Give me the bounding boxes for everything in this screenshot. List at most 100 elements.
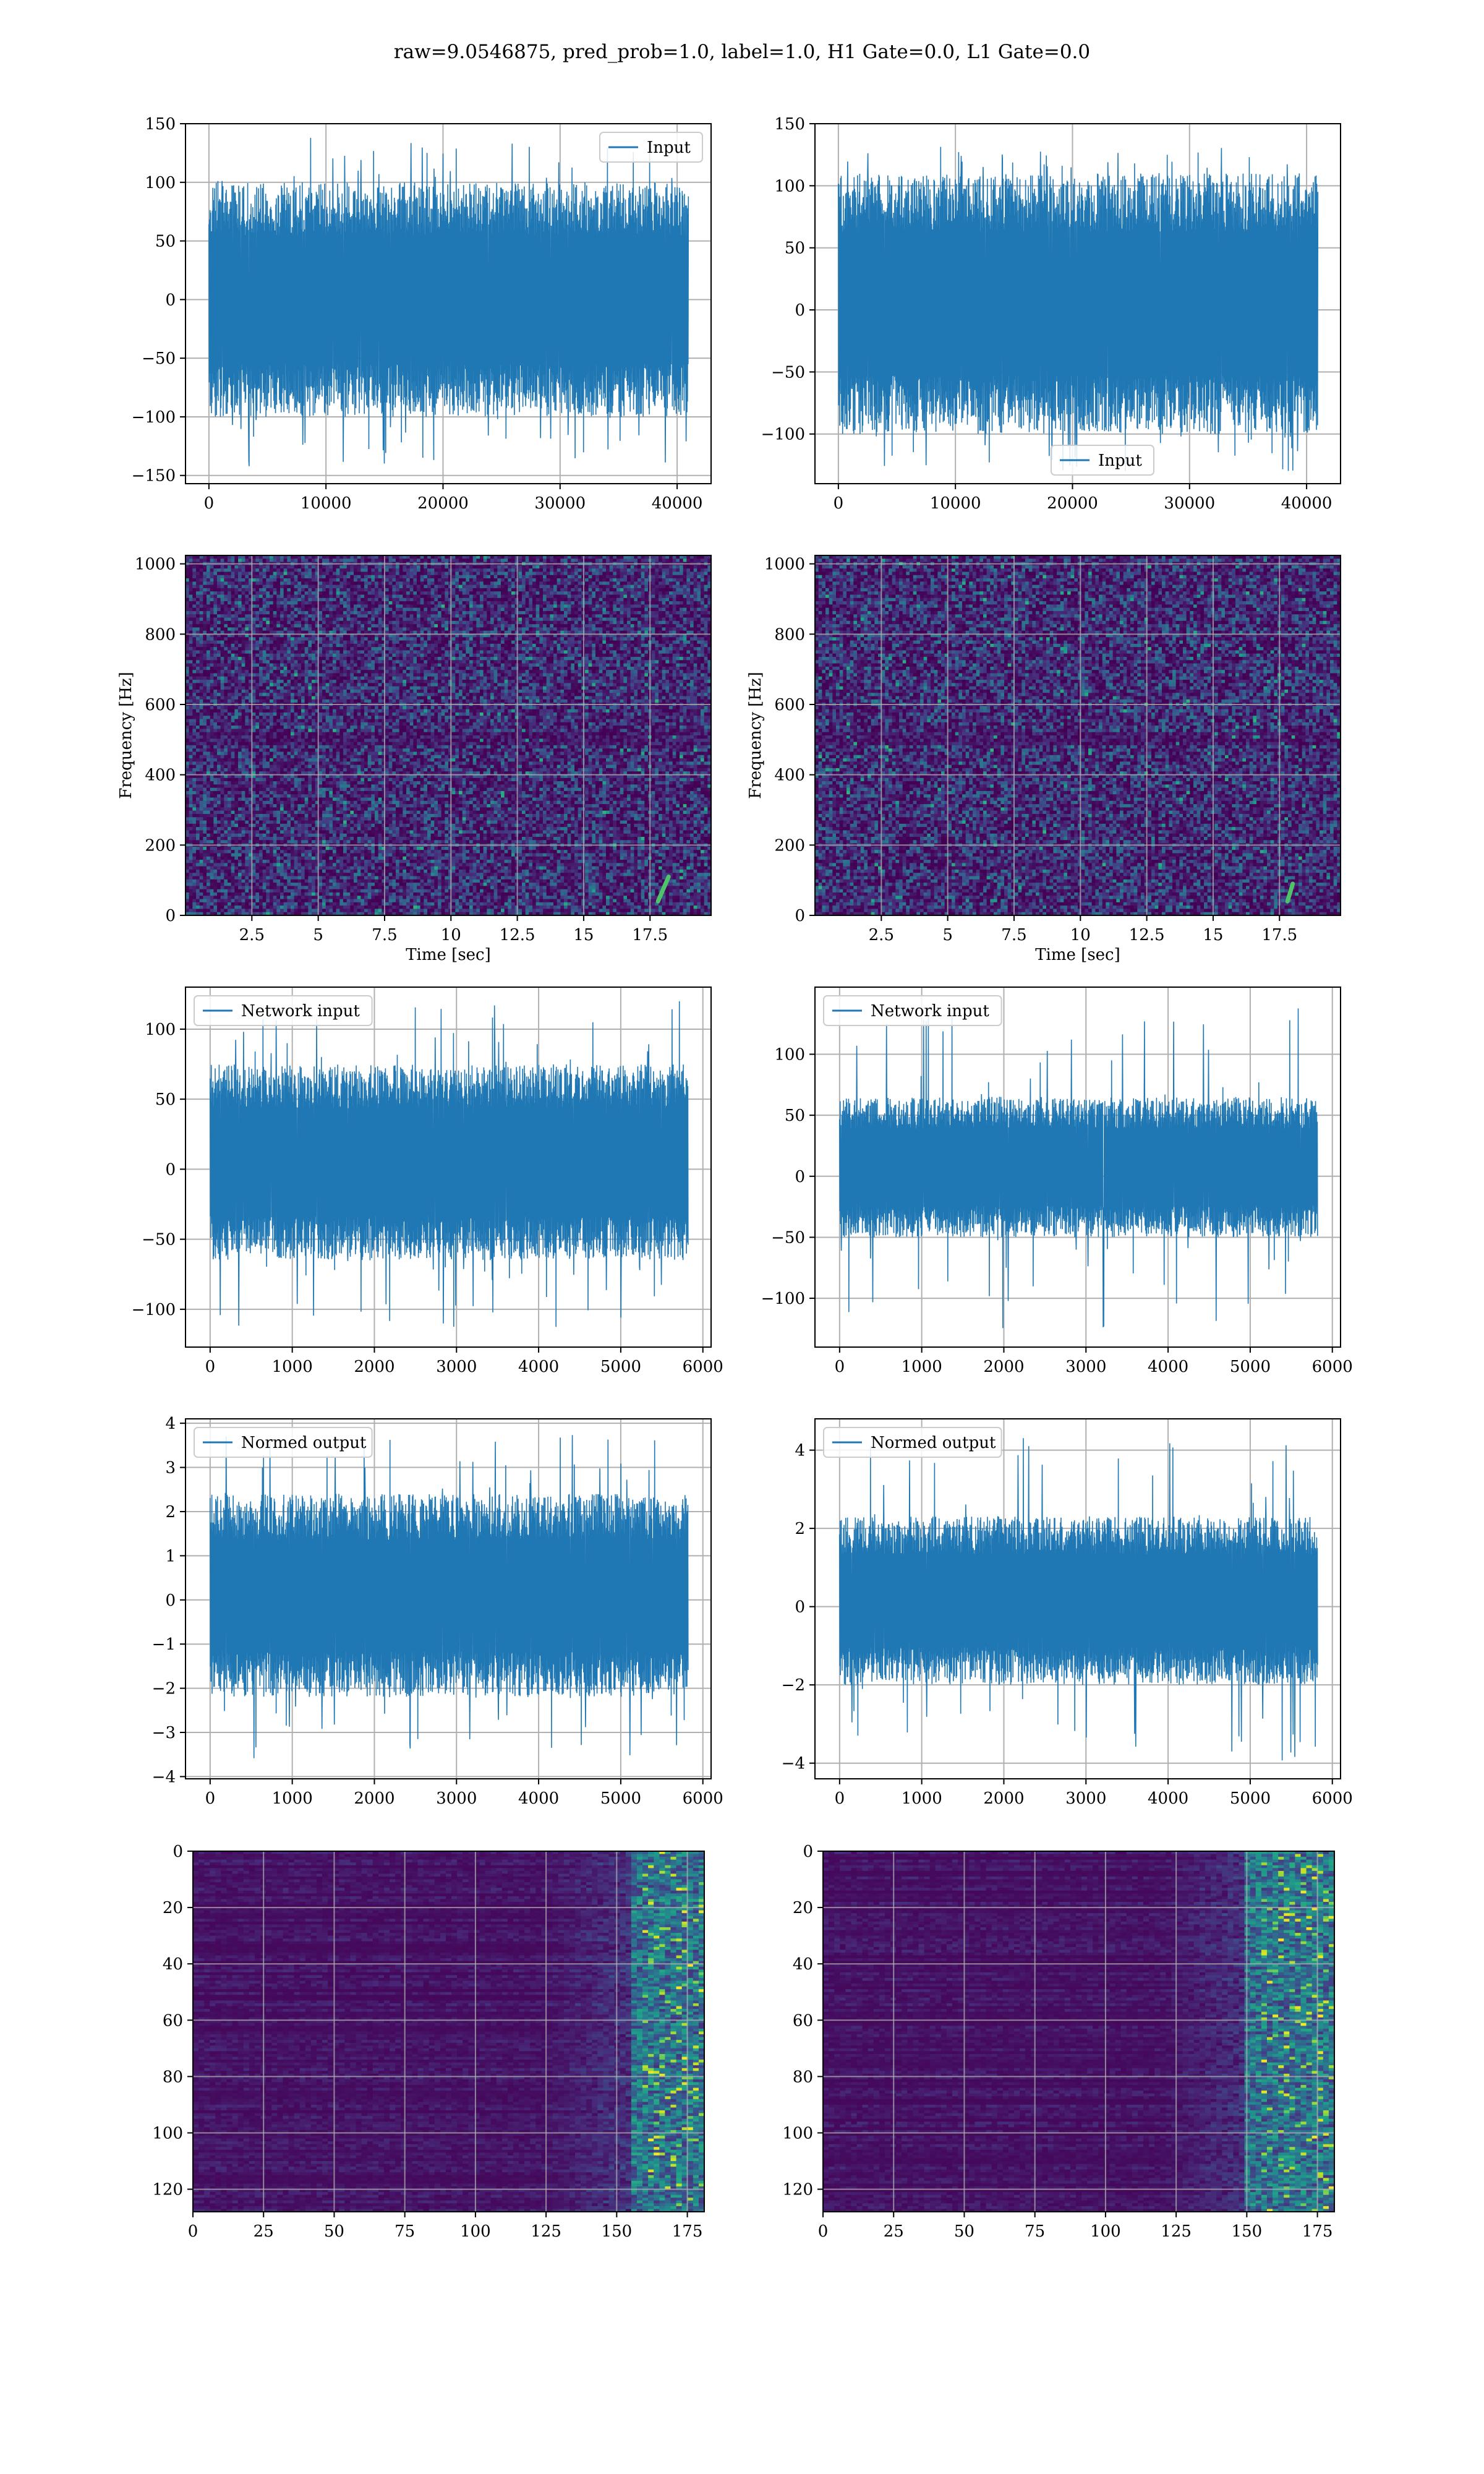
x-tick-label: 2000 (983, 1358, 1024, 1376)
y-tick-label: 600 (145, 696, 176, 714)
x-tick-label: 125 (531, 2222, 561, 2241)
y-tick-label: −100 (132, 408, 176, 427)
legend-label: Network input (241, 1002, 360, 1021)
y-tick-label: −2 (782, 1676, 805, 1695)
x-tick-label: 4000 (1148, 1789, 1188, 1808)
x-tick-label: 4000 (518, 1789, 559, 1808)
y-tick-label: 1000 (135, 555, 176, 574)
y-tick-label: 50 (785, 239, 805, 258)
y-tick-label: 3 (165, 1459, 176, 1478)
x-tick-label: 12.5 (500, 926, 535, 944)
y-tick-label: 20 (793, 1899, 813, 1917)
y-tick-label: 50 (155, 1090, 176, 1109)
x-tick-label: 4000 (1148, 1358, 1188, 1376)
x-tick-label: 0 (818, 2222, 829, 2241)
y-tick-label: 50 (155, 233, 176, 251)
y-tick-label: 0 (795, 1598, 805, 1617)
x-tick-label: 50 (954, 2222, 974, 2241)
h1-input-legend: Input (600, 132, 702, 162)
y-tick-label: 200 (145, 836, 176, 855)
x-tick-label: 6000 (1312, 1789, 1353, 1808)
x-tick-label: 5000 (600, 1789, 641, 1808)
y-tick-label: 100 (145, 174, 176, 192)
h1-spectrogram-heatmap-cells (186, 555, 712, 916)
x-tick-label: 5000 (1230, 1789, 1271, 1808)
legend-label: Normed output (871, 1434, 996, 1452)
y-tick-label: 100 (774, 177, 805, 195)
x-tick-label: 5000 (1230, 1358, 1271, 1376)
x-tick-label: 0 (834, 494, 844, 513)
x-tick-label: 100 (1090, 2222, 1121, 2241)
x-axis-label: Time [sec] (406, 946, 491, 964)
x-tick-label: 3000 (436, 1789, 477, 1808)
y-tick-label: 40 (163, 1955, 183, 1974)
h1-normed-output-axes: 0 1000 2000 3000 4000 5000 6000−4−3−2−101234No… (152, 1415, 723, 1808)
x-tick-label: 0 (188, 2222, 198, 2241)
x-tick-label: 0 (835, 1358, 845, 1376)
y-tick-label: 800 (145, 625, 176, 644)
x-tick-label: 0 (835, 1789, 845, 1808)
y-tick-label: 1 (165, 1547, 176, 1565)
y-tick-label: 600 (774, 696, 805, 714)
y-tick-label: −50 (142, 349, 176, 368)
y-tick-label: 0 (795, 907, 805, 925)
x-tick-label: 10000 (930, 494, 981, 513)
y-tick-label: 0 (795, 1168, 805, 1186)
h1-input-axes: 0 10000 20000 30000 40000−150−100−5005010015… (132, 115, 711, 513)
x-tick-label: 10 (441, 926, 461, 944)
x-tick-label: 7.5 (372, 926, 397, 944)
x-tick-label: 20000 (1047, 494, 1098, 513)
l1-network-input-legend: Network input (824, 996, 1002, 1025)
x-tick-label: 3000 (1065, 1358, 1106, 1376)
x-tick-label: 175 (1302, 2222, 1333, 2241)
y-tick-label: 100 (152, 2124, 183, 2142)
x-tick-label: 75 (394, 2222, 415, 2241)
x-tick-label: 17.5 (1261, 926, 1297, 944)
x-tick-label: 10000 (301, 494, 352, 513)
y-tick-label: 60 (793, 2011, 813, 2030)
x-tick-label: 5 (313, 926, 323, 944)
y-tick-label: 4 (165, 1415, 176, 1433)
y-tick-label: −50 (142, 1231, 176, 1249)
y-tick-label: −1 (152, 1635, 176, 1654)
x-tick-label: 15 (1203, 926, 1223, 944)
l1-network-input-series-line (840, 1008, 1318, 1328)
x-tick-label: 175 (672, 2222, 703, 2241)
x-tick-label: 0 (205, 1789, 216, 1808)
h1-normed-output-series-line (210, 1435, 688, 1758)
y-tick-label: 400 (774, 766, 805, 785)
legend-label: Network input (871, 1002, 989, 1021)
x-tick-label: 150 (1232, 2222, 1263, 2241)
y-tick-label: 2 (165, 1503, 176, 1522)
h1-network-input-legend: Network input (194, 996, 372, 1025)
y-tick-label: 0 (795, 301, 805, 320)
y-tick-label: 120 (782, 2181, 813, 2199)
legend-label: Normed output (241, 1434, 367, 1452)
y-tick-label: 2 (795, 1520, 805, 1538)
y-tick-label: −100 (132, 1301, 176, 1319)
x-tick-label: 25 (254, 2222, 274, 2241)
y-tick-label: 150 (774, 115, 805, 134)
x-tick-label: 30000 (1164, 494, 1215, 513)
x-tick-label: 1000 (902, 1358, 942, 1376)
y-tick-label: −150 (132, 467, 176, 486)
h1-spectrogram-axes: 2.5 5 7.5 10 12.5 15 17.502004006008001000Time… (117, 555, 712, 964)
l1-input-axes: 0 10000 20000 30000 40000−100−50050100150Inp… (761, 115, 1341, 513)
x-tick-label: 12.5 (1129, 926, 1165, 944)
y-tick-label: 100 (145, 1021, 176, 1039)
x-tick-label: 50 (324, 2222, 344, 2241)
h1-normed-output-legend: Normed output (194, 1427, 372, 1457)
x-tick-label: 6000 (683, 1789, 723, 1808)
y-tick-label: 1000 (764, 555, 805, 574)
x-tick-label: 40000 (652, 494, 703, 513)
x-tick-label: 4000 (518, 1358, 559, 1376)
y-tick-label: 400 (145, 766, 176, 785)
y-tick-label: 100 (782, 2124, 813, 2142)
x-tick-label: 1000 (902, 1789, 942, 1808)
y-tick-label: −50 (771, 1228, 805, 1247)
l1-input-series-line (838, 147, 1318, 471)
l1-feature-map-heatmap-cells (823, 1851, 1335, 2212)
y-tick-label: 0 (165, 1160, 176, 1179)
